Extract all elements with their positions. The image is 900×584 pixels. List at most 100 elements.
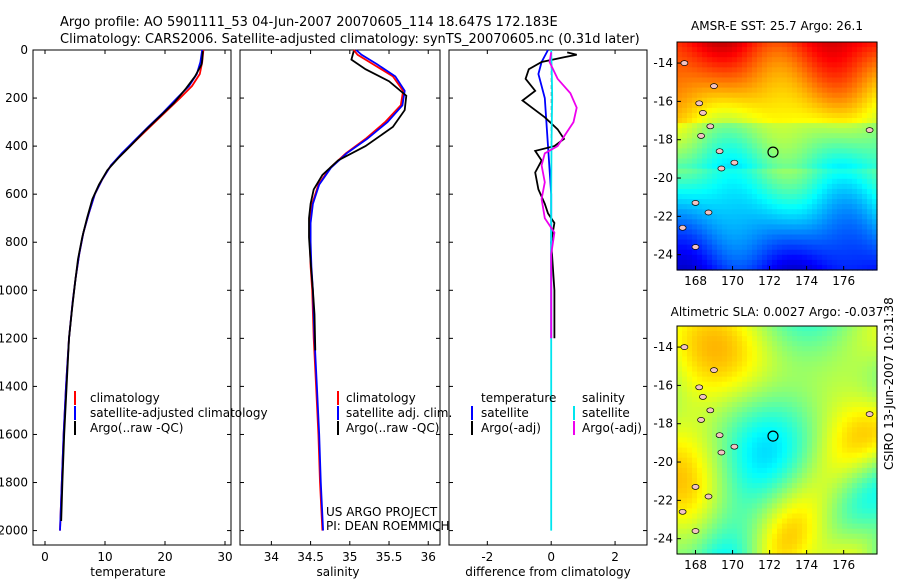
map-cell — [772, 548, 778, 555]
map-cell — [707, 462, 713, 469]
map-cell — [767, 361, 773, 368]
map-cell — [862, 346, 868, 352]
map-cell — [782, 209, 788, 215]
map-cell — [837, 107, 843, 114]
map-cell — [807, 412, 813, 418]
map-cell — [677, 214, 683, 220]
map-cell — [862, 538, 868, 545]
map-cell — [747, 341, 753, 347]
map-cell — [837, 173, 843, 180]
map-cell — [742, 503, 748, 509]
map-cell — [757, 133, 763, 139]
island-marker — [704, 493, 713, 500]
map-cell — [867, 52, 873, 58]
map-cell — [792, 336, 798, 342]
map-cell — [692, 467, 698, 474]
map-cell — [677, 244, 683, 251]
map-cell — [692, 239, 698, 246]
map-cell — [827, 447, 833, 454]
map-cell — [687, 42, 693, 48]
map-cell — [862, 548, 868, 555]
map-cell — [867, 107, 873, 114]
map-cell — [777, 219, 783, 225]
map-cell — [727, 427, 733, 433]
map-cell — [762, 543, 768, 550]
map-cell — [772, 77, 778, 84]
map-cell — [827, 386, 833, 393]
map-cell — [872, 128, 878, 134]
map-cell — [747, 543, 753, 550]
map-cell — [702, 472, 708, 479]
map-cell — [782, 57, 788, 63]
map-cell — [702, 138, 708, 144]
map-cell — [872, 77, 878, 84]
map-cell — [772, 168, 778, 175]
island-marker — [715, 148, 724, 155]
map-cell — [722, 402, 728, 408]
map-cell — [677, 153, 683, 160]
map-cell — [737, 346, 743, 352]
map-cell — [722, 153, 728, 160]
map-cell — [807, 199, 813, 205]
map-cell — [732, 143, 738, 149]
map-cell — [837, 437, 843, 444]
map-cell — [782, 244, 788, 251]
map-cell — [807, 67, 813, 73]
map-cell — [787, 118, 793, 124]
map-cell — [682, 188, 688, 195]
map-cell — [842, 356, 848, 363]
map-cell — [857, 183, 863, 190]
map-cell — [737, 412, 743, 418]
map-cell — [847, 47, 853, 53]
map-cell — [812, 183, 818, 190]
map-cell — [767, 47, 773, 53]
map-cell — [822, 371, 828, 378]
map-cell — [702, 57, 708, 63]
map-cell — [872, 447, 878, 454]
map-cell — [712, 391, 718, 398]
map-cell — [767, 148, 773, 155]
map-cell — [707, 118, 713, 124]
map-cell — [767, 209, 773, 215]
map-cell — [727, 259, 733, 266]
map-cell — [832, 447, 838, 454]
map-cell — [687, 427, 693, 433]
map-cell — [737, 47, 743, 53]
map-cell — [867, 259, 873, 266]
map-cell — [817, 326, 823, 332]
map-cell — [762, 67, 768, 73]
map-cell — [757, 62, 763, 68]
map-cell — [722, 173, 728, 180]
map-cell — [862, 224, 868, 231]
map-cell — [742, 341, 748, 347]
map-cell — [782, 457, 788, 464]
map-cell — [677, 432, 683, 439]
map-cell — [822, 417, 828, 423]
map-cell — [772, 102, 778, 109]
map-cell — [842, 437, 848, 444]
map-cell — [862, 462, 868, 469]
map-cell — [752, 224, 758, 231]
island-marker — [717, 449, 726, 456]
map-cell — [782, 366, 788, 373]
map-cell — [702, 87, 708, 94]
map-cell — [732, 528, 738, 535]
map-cell — [787, 341, 793, 347]
map-cell — [702, 234, 708, 241]
map-cell — [842, 254, 848, 261]
map-cell — [782, 427, 788, 433]
map-cell — [722, 244, 728, 251]
map-cell — [762, 239, 768, 246]
map-cell — [842, 133, 848, 139]
map-cell — [862, 67, 868, 73]
map-cell — [677, 447, 683, 454]
map-cell — [807, 351, 813, 357]
map-cell — [727, 336, 733, 342]
map-cell — [797, 158, 803, 165]
map-cell — [857, 259, 863, 266]
map-cell — [782, 351, 788, 357]
map-cell — [837, 508, 843, 515]
map-cell — [692, 67, 698, 73]
map-cell — [792, 417, 798, 423]
